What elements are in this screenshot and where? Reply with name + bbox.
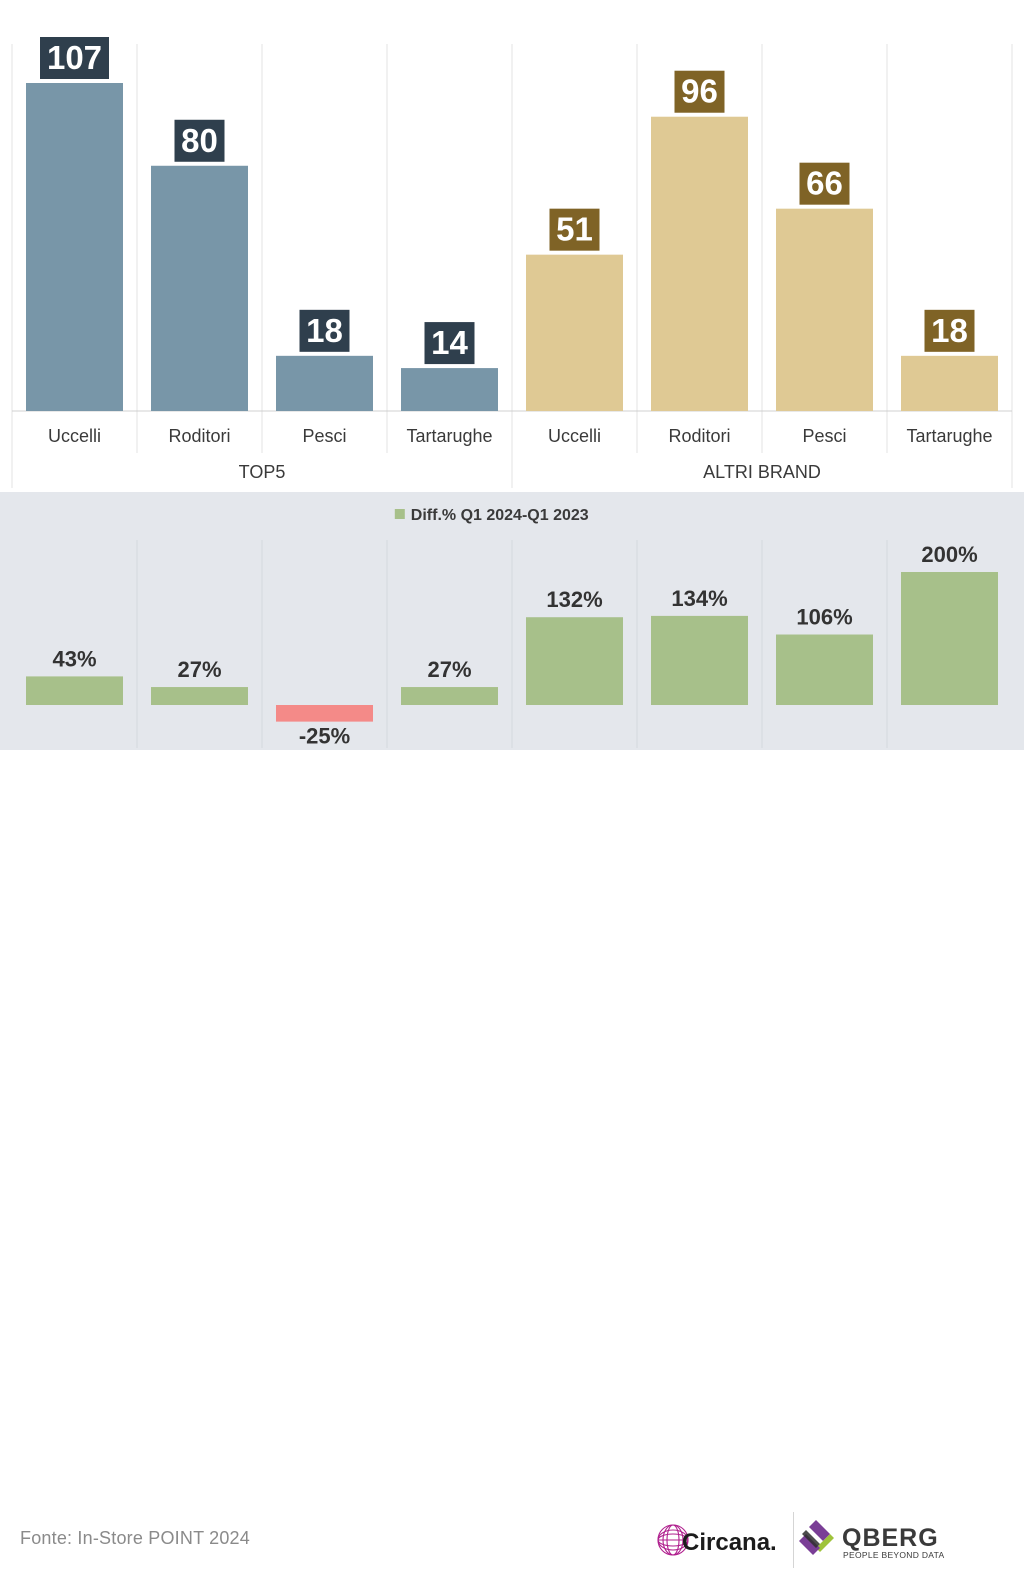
category-tick-label: Roditori: [168, 426, 230, 446]
data-label: 80: [181, 122, 218, 159]
data-label-box: [799, 162, 850, 205]
diff-bar: [401, 687, 498, 705]
diff-data-label: 27%: [177, 657, 221, 682]
data-label: 96: [681, 73, 718, 110]
legend: Diff.% Q1 2024-Q1 2023: [394, 507, 589, 524]
category-tick-label: Uccelli: [48, 426, 101, 446]
diff-bar: [901, 572, 998, 705]
diff-data-label: -25%: [299, 724, 350, 749]
legend-swatch: [394, 509, 405, 519]
diff-bar: [276, 705, 373, 722]
top-chart-panel: 107 Uccelli 80 Roditori 18 Pesci 14 Tartarughe T…: [0, 0, 1024, 492]
bar: [526, 254, 623, 411]
bar: [151, 165, 248, 411]
category-tick-label: Uccelli: [548, 426, 601, 446]
diff-data-label: 200%: [921, 542, 977, 567]
diff-chart-panel: Diff.% Q1 2024-Q1 2023 43% 27% -25% 27% 132% 1…: [0, 492, 1024, 750]
diff-bar: [26, 676, 123, 705]
bar: [651, 116, 748, 411]
qberg-wordmark: QBERG: [842, 1524, 939, 1552]
diff-bar: [776, 634, 873, 705]
data-label: 107: [47, 39, 102, 76]
qberg-diamond-icon: [799, 1520, 834, 1555]
data-label-box: [924, 309, 975, 352]
volume-bar-chart: 107 Uccelli 80 Roditori 18 Pesci 14 Tartarughe T…: [11, 37, 1013, 488]
category-tick-label: Roditori: [668, 426, 730, 446]
qberg-tagline: PEOPLE BEYOND DATA: [843, 1550, 944, 1560]
circana-logo: Circana.: [654, 1520, 786, 1560]
data-label: 18: [306, 312, 343, 349]
data-label-box: [40, 37, 109, 79]
circana-wordmark: Circana.: [682, 1529, 777, 1556]
diff-bar: [526, 617, 623, 705]
diff-data-label: 43%: [52, 646, 96, 671]
legend-label: Diff.% Q1 2024-Q1 2023: [411, 507, 589, 524]
data-label: 18: [931, 312, 968, 349]
category-tick-label: Tartarughe: [406, 426, 492, 446]
data-label-box: [424, 322, 475, 365]
diff-data-label: 106%: [796, 605, 852, 630]
diff-bar-chart: Diff.% Q1 2024-Q1 2023 43% 27% -25% 27% 132% 1…: [26, 507, 998, 749]
diff-data-label: 132%: [546, 587, 602, 612]
diff-bar: [151, 687, 248, 705]
bar: [26, 83, 123, 411]
data-label-box: [549, 208, 600, 251]
qberg-logo: QBERG PEOPLE BEYOND DATA: [796, 1516, 948, 1564]
data-label: 66: [806, 165, 843, 202]
diff-bar: [651, 615, 748, 705]
source-note: Fonte: In-Store POINT 2024: [20, 1528, 250, 1548]
category-tick-label: Tartarughe: [906, 426, 992, 446]
group-label: ALTRI BRAND: [703, 462, 821, 482]
category-tick-label: Pesci: [802, 426, 846, 446]
diff-data-label: 27%: [427, 657, 471, 682]
category-tick-label: Pesci: [302, 426, 346, 446]
bar: [901, 355, 998, 411]
data-label-box: [174, 119, 225, 162]
bar: [401, 368, 498, 411]
bar: [276, 355, 373, 411]
data-label-box: [674, 70, 725, 113]
group-label: TOP5: [239, 462, 286, 482]
data-label-box: [299, 309, 350, 352]
diff-data-label: 134%: [671, 586, 727, 611]
footer: Fonte: In-Store POINT 2024 Circana. QBER: [0, 750, 1024, 1568]
data-label: 14: [431, 324, 468, 361]
data-label: 51: [556, 211, 593, 248]
bar: [776, 208, 873, 411]
logo-divider: [793, 1512, 794, 1568]
